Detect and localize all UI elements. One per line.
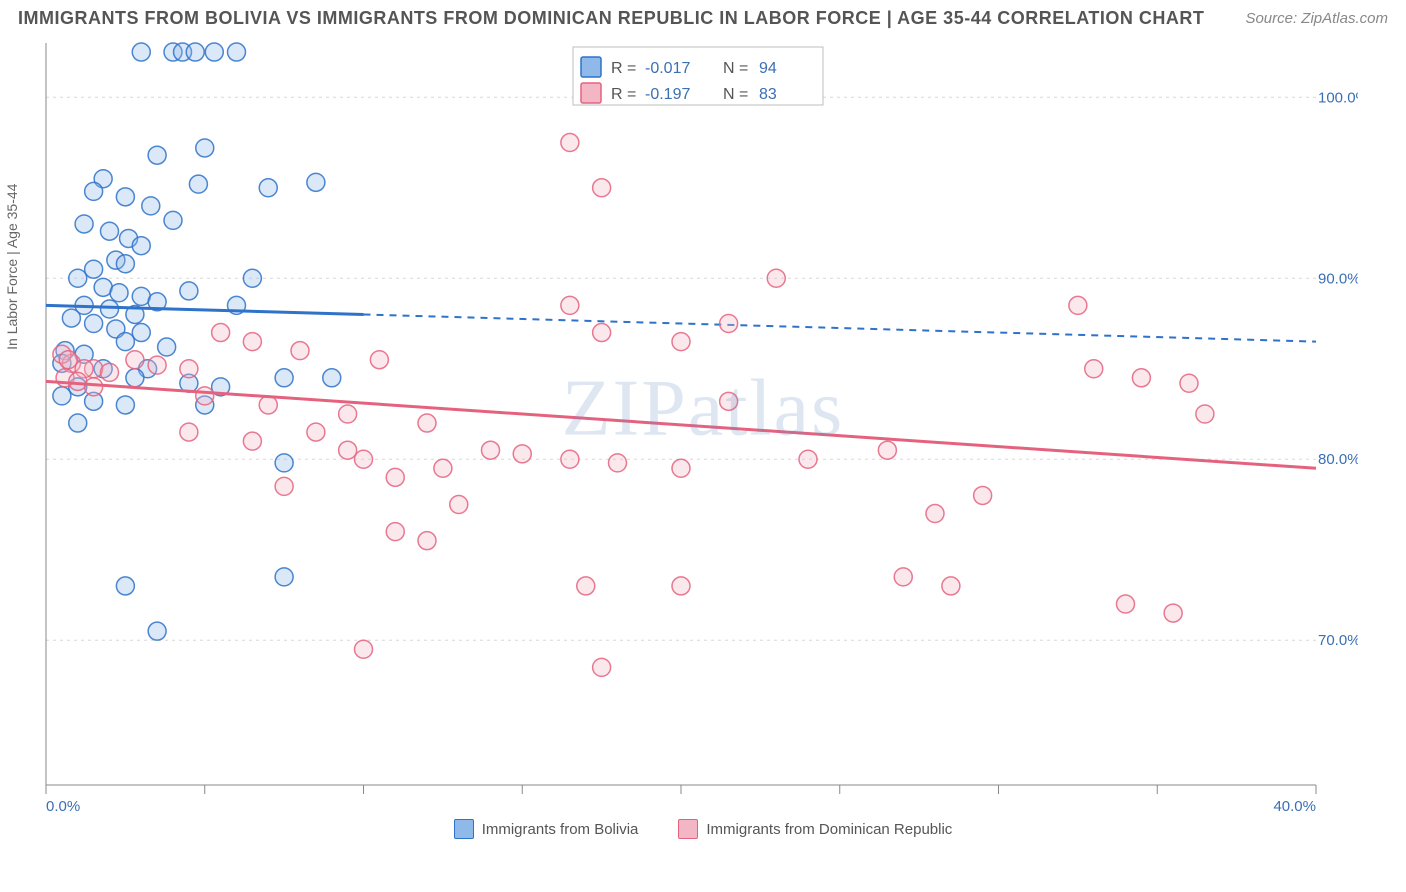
legend-label-bolivia: Immigrants from Bolivia xyxy=(482,821,639,838)
svg-text:70.0%: 70.0% xyxy=(1318,632,1358,649)
svg-text:R =: R = xyxy=(611,60,636,77)
svg-text:-0.197: -0.197 xyxy=(645,86,690,103)
svg-text:100.0%: 100.0% xyxy=(1318,89,1358,106)
svg-text:N =: N = xyxy=(723,86,748,103)
legend-label-dominican: Immigrants from Dominican Republic xyxy=(706,821,952,838)
svg-text:40.0%: 40.0% xyxy=(1273,798,1316,815)
source-label: Source: ZipAtlas.com xyxy=(1245,10,1388,27)
svg-text:R =: R = xyxy=(611,86,636,103)
header-row: IMMIGRANTS FROM BOLIVIA VS IMMIGRANTS FR… xyxy=(0,0,1406,35)
legend-item-bolivia: Immigrants from Bolivia xyxy=(454,819,639,839)
svg-text:83: 83 xyxy=(759,86,777,103)
page-title: IMMIGRANTS FROM BOLIVIA VS IMMIGRANTS FR… xyxy=(18,8,1204,29)
svg-text:N =: N = xyxy=(723,60,748,77)
svg-text:94: 94 xyxy=(759,60,777,77)
legend-item-dominican: Immigrants from Dominican Republic xyxy=(678,819,952,839)
chart-container: In Labor Force | Age 35-44 70.0%80.0%90.… xyxy=(18,35,1388,815)
scatter-chart: 70.0% 80.0% 90.0% 100.0% 0.0% 40.0% R = -0.017 N… xyxy=(18,35,1358,815)
legend-swatch-dominican xyxy=(678,819,698,839)
svg-text:-0.017: -0.017 xyxy=(645,60,690,77)
svg-text:90.0%: 90.0% xyxy=(1318,270,1358,287)
y-axis-label: In Labor Force | Age 35-44 xyxy=(4,184,20,350)
svg-text:0.0%: 0.0% xyxy=(46,798,80,815)
legend-swatch-bolivia xyxy=(454,819,474,839)
svg-text:80.0%: 80.0% xyxy=(1318,451,1358,468)
bottom-legend: Immigrants from Bolivia Immigrants from … xyxy=(0,815,1406,839)
